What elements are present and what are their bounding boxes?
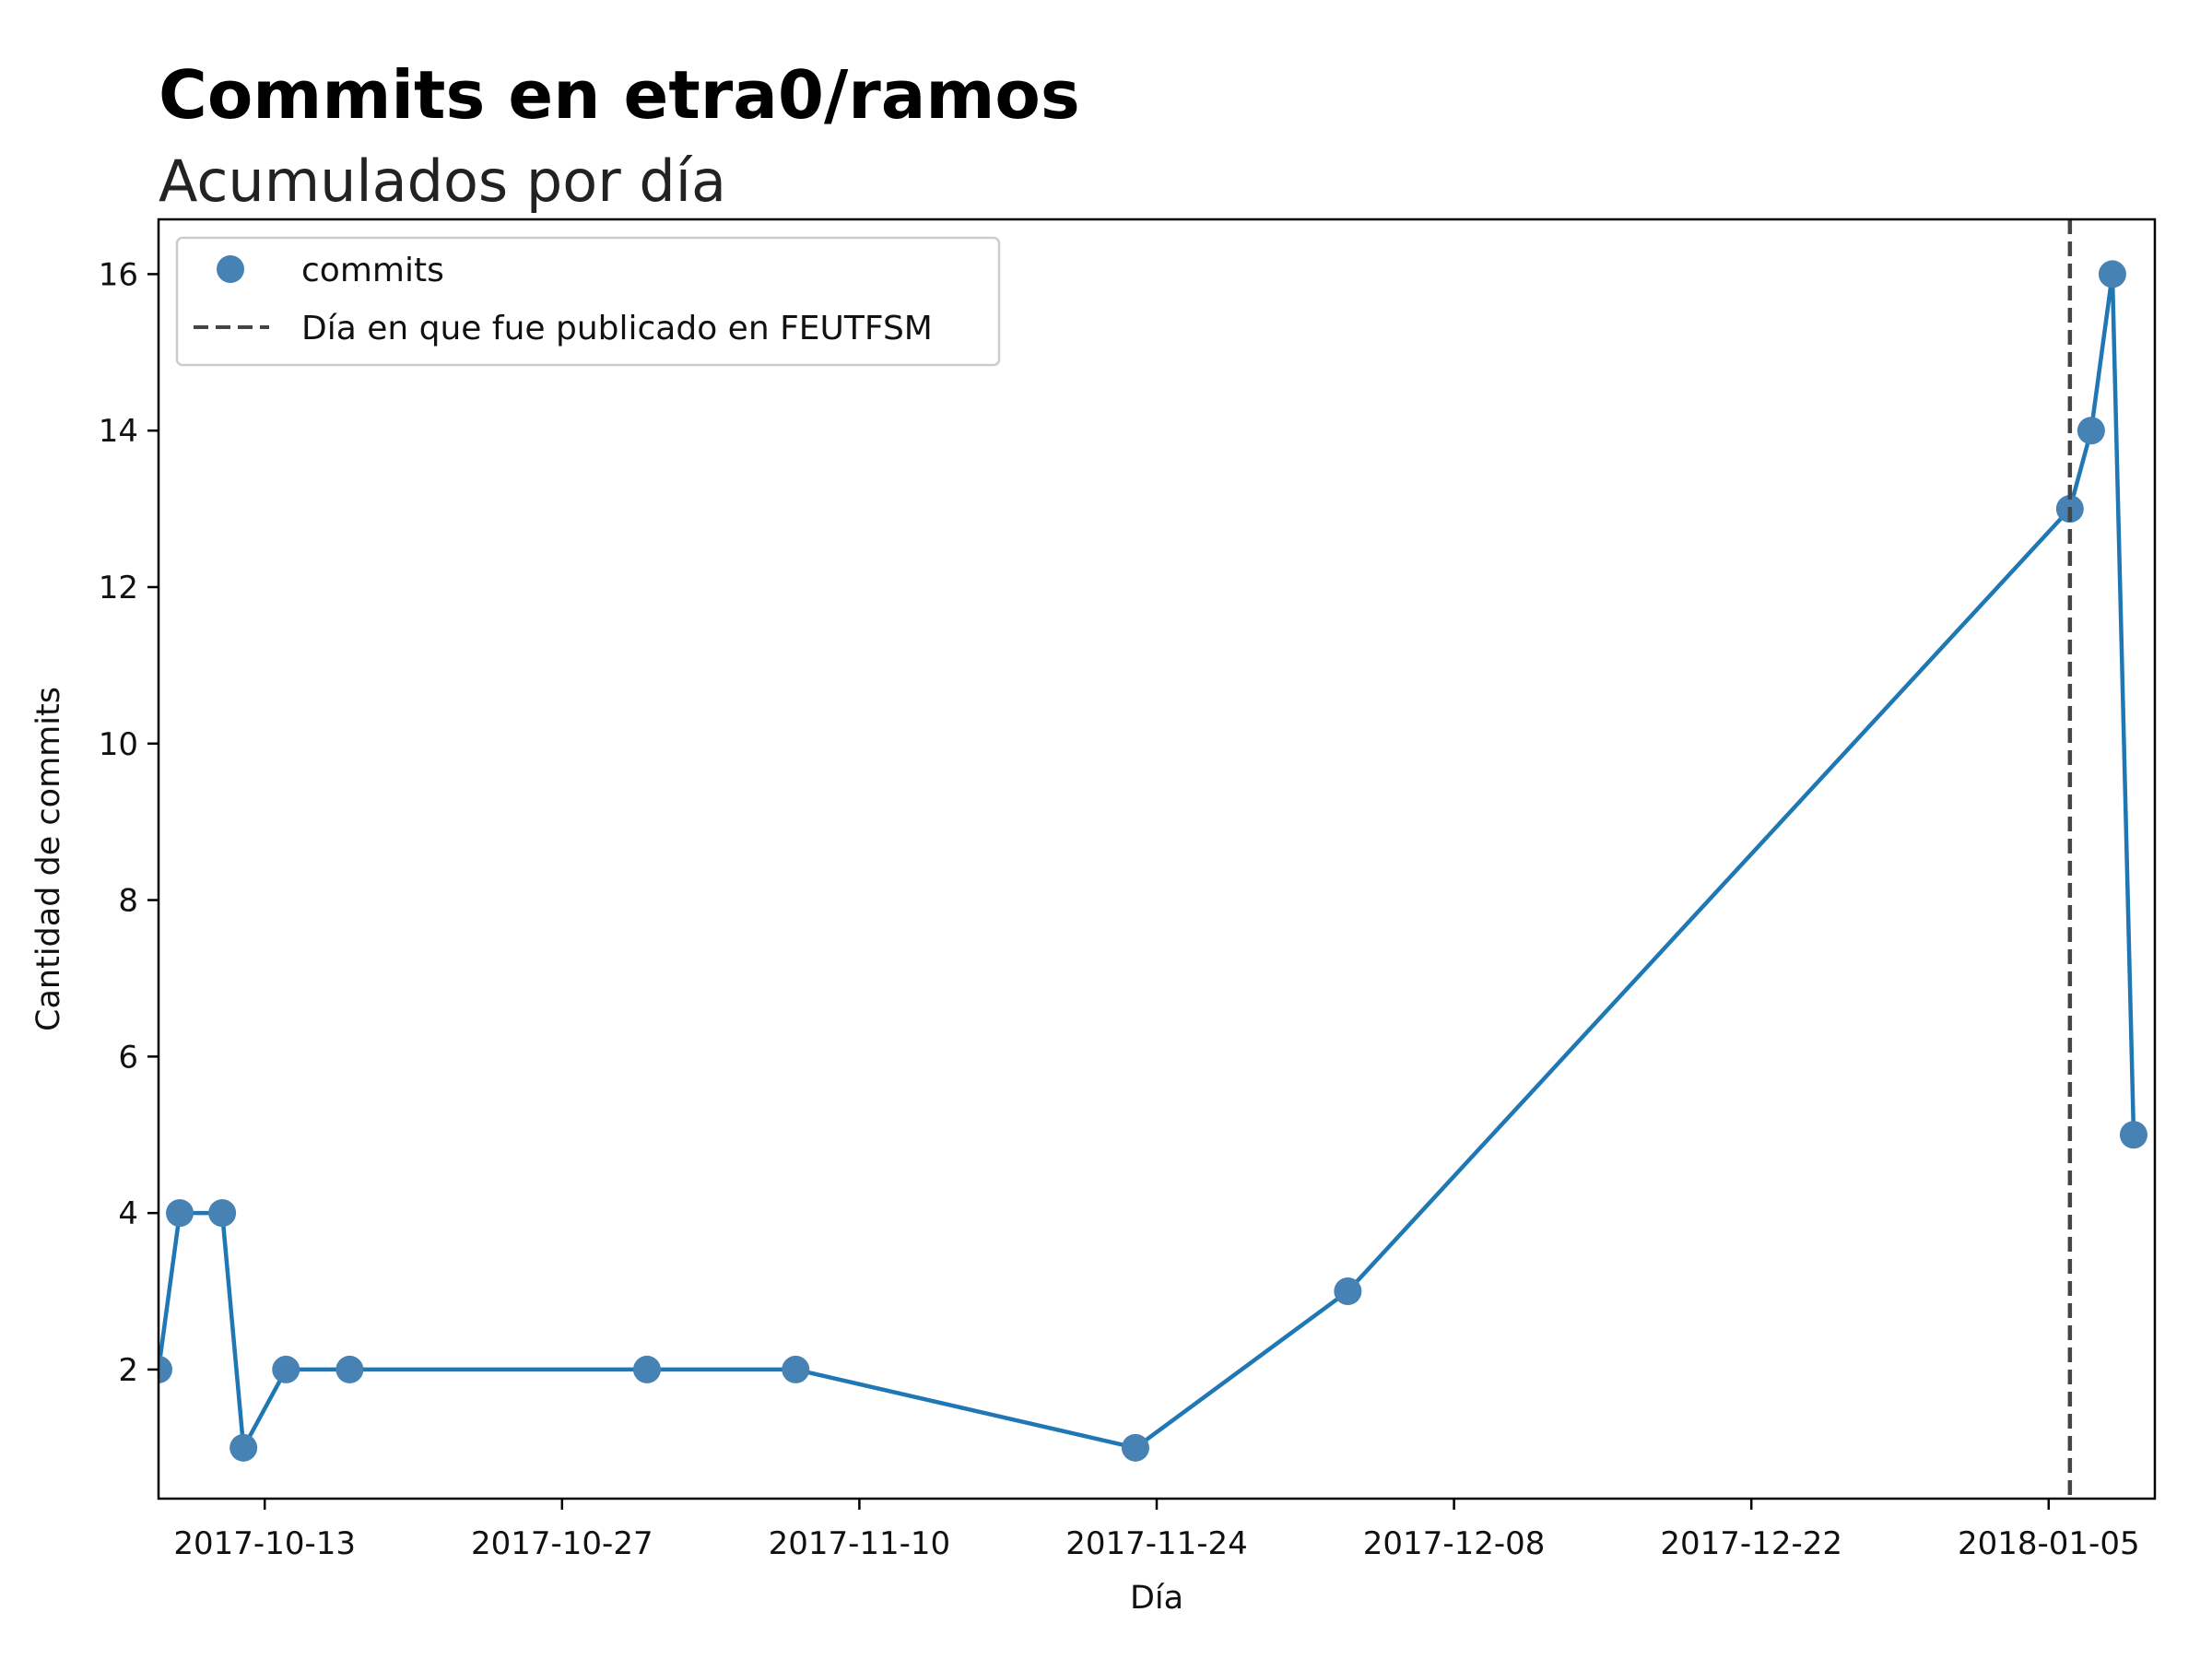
- chart-title: Commits en etra0/ramos: [159, 56, 1080, 134]
- data-point: [1121, 1433, 1149, 1462]
- y-tick-label: 10: [99, 726, 138, 763]
- data-point: [159, 1355, 172, 1383]
- data-point: [1334, 1277, 1362, 1306]
- y-tick-label: 2: [118, 1352, 138, 1389]
- plot-area-frame: [157, 218, 2157, 1500]
- legend-commits-marker: [217, 255, 244, 283]
- y-tick-label: 14: [99, 413, 138, 450]
- y-tick-label: 4: [118, 1195, 138, 1232]
- chart-subtitle: Acumulados por día: [159, 147, 726, 215]
- data-point: [166, 1199, 194, 1228]
- x-tick-label: 2017-10-27: [471, 1525, 653, 1562]
- legend-commits-label: commits: [301, 252, 444, 289]
- legend-vline-label: Día en que fue publicado en FEUTFSM: [301, 310, 933, 347]
- data-point: [2098, 260, 2126, 288]
- y-tick-label: 12: [99, 570, 138, 606]
- data-point: [632, 1355, 661, 1383]
- data-point: [2077, 417, 2105, 445]
- x-axis-ticks: 2017-10-13 2017-10-27 2017-11-10 2017-11-24…: [173, 1499, 2140, 1562]
- x-tick-label: 2017-11-24: [1065, 1525, 1248, 1562]
- legend: commits Día en que fue publicado en FEUT…: [175, 236, 1001, 367]
- y-tick-label: 16: [99, 256, 138, 293]
- data-point: [2119, 1121, 2147, 1149]
- x-axis-label: Día: [1130, 1580, 1183, 1617]
- y-axis-label: Cantidad de commits: [30, 687, 67, 1031]
- data-point: [208, 1199, 237, 1228]
- legend-frame: [175, 236, 1001, 367]
- x-tick-label: 2017-11-10: [769, 1525, 951, 1562]
- y-tick-label: 8: [118, 883, 138, 920]
- series-layer: [159, 219, 2147, 1499]
- x-tick-label: 2018-01-05: [1958, 1525, 2140, 1562]
- x-tick-label: 2017-12-08: [1363, 1525, 1546, 1562]
- y-axis-ticks: 2 4 6 8 10 12 14 16: [99, 256, 159, 1389]
- data-point: [782, 1355, 810, 1383]
- data-point: [229, 1433, 258, 1462]
- data-point: [272, 1355, 300, 1383]
- data-point: [335, 1355, 364, 1383]
- y-tick-label: 6: [118, 1039, 138, 1076]
- x-tick-label: 2017-12-22: [1660, 1525, 1842, 1562]
- x-tick-label: 2017-10-13: [173, 1525, 356, 1562]
